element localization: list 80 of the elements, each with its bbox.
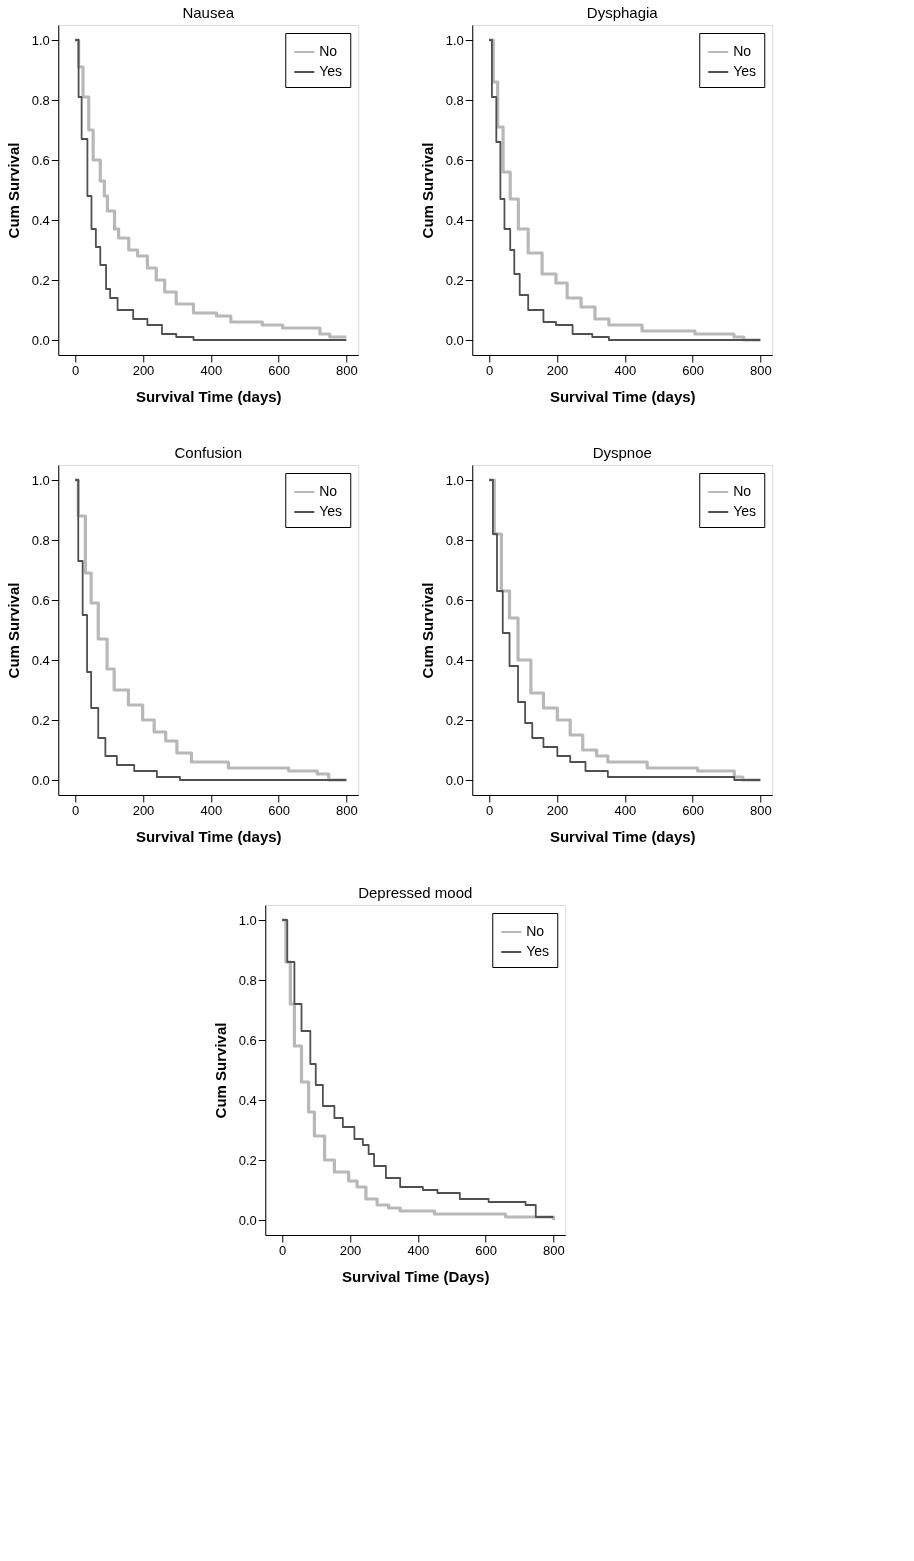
y-tick-label: 1.0: [238, 912, 257, 928]
x-axis-title: Survival Time (days): [549, 387, 696, 405]
legend-label: Yes: [319, 63, 343, 79]
y-tick-label: 1.0: [445, 32, 464, 48]
y-axis-title: Cum Survival: [4, 582, 22, 679]
x-tick-label: 200: [546, 362, 569, 378]
x-tick-label: 200: [132, 802, 155, 818]
x-tick-label: 600: [682, 802, 704, 818]
x-tick-label: 400: [200, 362, 223, 378]
x-tick-label: 800: [543, 1242, 565, 1258]
x-tick-label: 200: [339, 1242, 362, 1258]
legend-label: No: [733, 43, 752, 59]
x-axis-title: Survival Time (days): [135, 827, 282, 845]
x-tick-label: 400: [200, 802, 223, 818]
x-tick-label: 0: [486, 362, 494, 378]
x-tick-label: 0: [279, 1242, 287, 1258]
x-axis-title: Survival Time (Days): [342, 1267, 490, 1285]
y-tick-label: 0.4: [238, 1092, 257, 1108]
y-tick-label: 0.8: [238, 972, 257, 988]
y-tick-label: 0.8: [31, 92, 50, 108]
y-tick-label: 1.0: [31, 32, 50, 48]
legend-label: Yes: [319, 503, 343, 519]
y-axis-title: Cum Survival: [4, 142, 22, 239]
x-tick-label: 800: [336, 802, 358, 818]
y-tick-label: 0.0: [31, 772, 50, 788]
x-tick-label: 400: [407, 1242, 430, 1258]
x-tick-label: 800: [750, 802, 772, 818]
x-tick-label: 600: [682, 362, 704, 378]
chart-title: Dyspnoe: [592, 444, 652, 461]
legend-label: No: [526, 923, 545, 939]
y-tick-label: 0.8: [445, 532, 464, 548]
x-tick-label: 800: [336, 362, 358, 378]
y-tick-label: 0.4: [31, 212, 50, 228]
y-tick-label: 1.0: [445, 472, 464, 488]
y-axis-title: Cum Survival: [418, 582, 436, 679]
y-tick-label: 0.0: [445, 332, 464, 348]
y-tick-label: 0.4: [31, 652, 50, 668]
x-tick-label: 400: [614, 802, 637, 818]
y-tick-label: 0.8: [31, 532, 50, 548]
y-axis-title: Cum Survival: [211, 1022, 229, 1119]
y-tick-label: 0.2: [31, 272, 50, 288]
legend-label: No: [319, 43, 338, 59]
x-tick-label: 0: [72, 362, 80, 378]
y-tick-label: 0.4: [445, 212, 464, 228]
y-tick-label: 0.6: [445, 152, 464, 168]
chart-title: Dysphagia: [586, 4, 659, 21]
chart-title: Depressed mood: [358, 884, 473, 901]
x-tick-label: 800: [750, 362, 772, 378]
legend-label: No: [733, 483, 752, 499]
x-tick-label: 200: [132, 362, 155, 378]
y-tick-label: 0.6: [31, 152, 50, 168]
y-tick-label: 0.0: [445, 772, 464, 788]
chart-title: Confusion: [174, 444, 243, 461]
x-tick-label: 600: [268, 362, 290, 378]
y-tick-label: 0.2: [445, 272, 464, 288]
x-tick-label: 600: [268, 802, 290, 818]
x-axis-title: Survival Time (days): [135, 387, 282, 405]
x-tick-label: 0: [72, 802, 80, 818]
chart-title: Nausea: [182, 4, 235, 21]
y-tick-label: 0.0: [31, 332, 50, 348]
y-tick-label: 0.2: [31, 712, 50, 728]
legend-label: Yes: [733, 503, 757, 519]
x-tick-label: 400: [614, 362, 637, 378]
x-tick-label: 600: [475, 1242, 497, 1258]
y-tick-label: 0.2: [445, 712, 464, 728]
y-axis-title: Cum Survival: [418, 142, 436, 239]
legend-label: Yes: [733, 63, 757, 79]
y-tick-label: 1.0: [31, 472, 50, 488]
x-axis-title: Survival Time (days): [549, 827, 696, 845]
y-tick-label: 0.2: [238, 1152, 257, 1168]
y-tick-label: 0.6: [445, 592, 464, 608]
x-tick-label: 0: [486, 802, 494, 818]
y-tick-label: 0.6: [31, 592, 50, 608]
y-tick-label: 0.4: [445, 652, 464, 668]
y-tick-label: 0.0: [238, 1212, 257, 1228]
x-tick-label: 200: [546, 802, 569, 818]
legend-label: No: [319, 483, 338, 499]
legend-label: Yes: [526, 943, 550, 959]
y-tick-label: 0.6: [238, 1032, 257, 1048]
y-tick-label: 0.8: [445, 92, 464, 108]
